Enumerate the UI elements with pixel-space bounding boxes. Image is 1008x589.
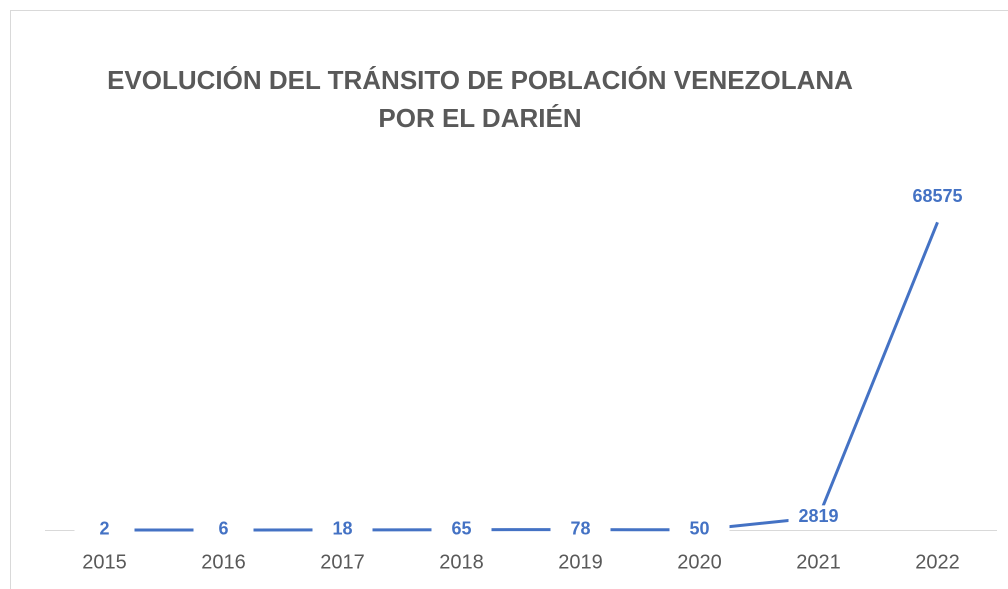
data-label: 2 bbox=[99, 519, 109, 539]
chart-title: POR EL DARIÉN bbox=[378, 103, 581, 133]
x-tick-label: 2019 bbox=[558, 551, 603, 573]
x-tick-label: 2020 bbox=[677, 551, 722, 573]
x-tick-label: 2022 bbox=[915, 551, 960, 573]
data-label-background bbox=[74, 517, 135, 542]
x-tick-label: 2017 bbox=[320, 551, 365, 573]
data-label: 68575 bbox=[912, 186, 962, 206]
x-tick-label: 2021 bbox=[796, 551, 841, 573]
data-label-background bbox=[193, 517, 254, 542]
data-label-background bbox=[431, 517, 492, 542]
data-label: 78 bbox=[570, 518, 590, 538]
data-label-background bbox=[669, 517, 730, 542]
data-label-background bbox=[788, 505, 849, 530]
chart-border bbox=[10, 10, 1008, 589]
data-label: 2819 bbox=[798, 506, 838, 526]
data-label-background bbox=[312, 517, 373, 542]
data-label: 6 bbox=[218, 519, 228, 539]
x-tick-label: 2018 bbox=[439, 551, 484, 573]
data-label-background bbox=[550, 517, 611, 542]
data-label: 18 bbox=[332, 519, 352, 539]
data-label: 50 bbox=[689, 519, 709, 539]
x-tick-label: 2015 bbox=[82, 551, 127, 573]
chart-title: EVOLUCIÓN DEL TRÁNSITO DE POBLACIÓN VENE… bbox=[107, 65, 853, 95]
x-tick-label: 2016 bbox=[201, 551, 246, 573]
data-label: 65 bbox=[451, 518, 471, 538]
